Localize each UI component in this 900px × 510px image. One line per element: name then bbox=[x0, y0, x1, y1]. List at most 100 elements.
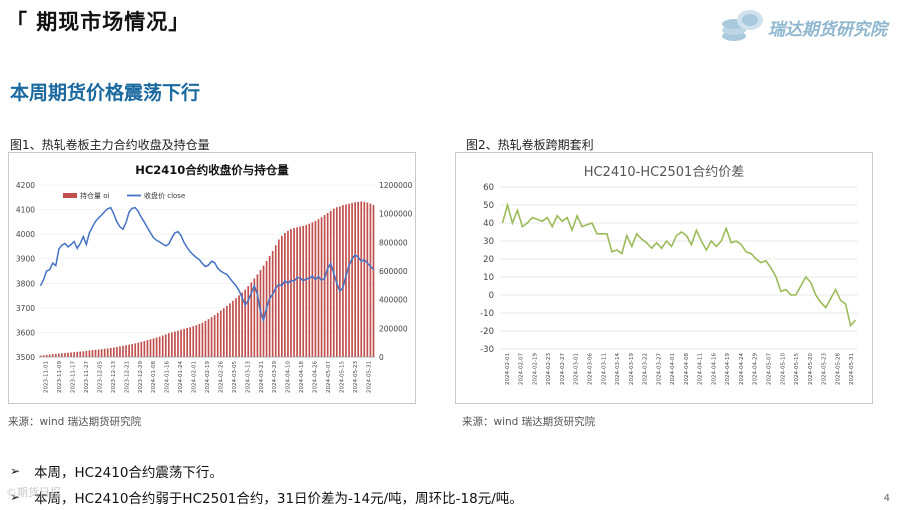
y-left-tick-label: 3800 bbox=[16, 279, 35, 288]
oi-bar bbox=[137, 342, 140, 357]
x-tick-label: 2024-04-01 bbox=[670, 353, 676, 385]
oi-bar bbox=[183, 328, 185, 357]
oi-bar bbox=[348, 203, 350, 357]
oi-bar bbox=[244, 289, 247, 357]
arrow-bullet-icon: ➢ bbox=[10, 490, 21, 504]
oi-bar bbox=[256, 274, 259, 357]
y-left-tick-label: 3700 bbox=[16, 304, 35, 313]
x-tick-label: 2023-11-09 bbox=[57, 361, 63, 393]
oi-bar bbox=[58, 353, 60, 357]
oi-bar bbox=[369, 203, 372, 357]
oi-bar bbox=[119, 346, 121, 357]
bullet-item: ➢ 本周，HC2410合约弱于HC2501合约，31日价差为-14元/吨，周环比… bbox=[10, 484, 523, 510]
arrow-bullet-icon: ➢ bbox=[10, 464, 21, 478]
chart-2: HC2410-HC2501合约价差 -30 -20 -10 0 10 20 30 40 50 60 2… bbox=[480, 165, 858, 385]
oi-bar bbox=[48, 354, 51, 357]
x-tick-label: 2024-04-10 bbox=[286, 361, 292, 393]
section-title: 本周期货价格震荡下行 bbox=[10, 82, 201, 104]
x-tick-label: 2024-05-07 bbox=[326, 361, 332, 393]
x-tick-label: 2024-01-24 bbox=[178, 361, 184, 393]
oi-bar bbox=[171, 332, 173, 357]
oi-bar bbox=[167, 333, 170, 357]
x-tick-label: 2024-04-11 bbox=[698, 353, 704, 385]
oi-bar bbox=[216, 312, 219, 357]
y-left-tick-label: 4100 bbox=[16, 206, 35, 215]
y-tick-label: 50 bbox=[483, 201, 494, 211]
x-tick-label: 2023-11-27 bbox=[84, 361, 90, 393]
x-tick-label: 2024-03-21 bbox=[259, 361, 265, 393]
oi-bar bbox=[287, 230, 289, 357]
x-tick-label: 2024-03-14 bbox=[615, 353, 621, 385]
spread-line bbox=[501, 201, 857, 328]
oi-bar bbox=[296, 227, 298, 357]
oi-bar bbox=[125, 345, 127, 357]
oi-bar bbox=[332, 208, 335, 357]
x-tick-label: 2024-04-19 bbox=[725, 353, 731, 385]
x-tick-label: 2024-04-08 bbox=[684, 353, 690, 385]
x-tick-label: 2024-05-23 bbox=[353, 361, 359, 393]
oi-bar bbox=[201, 322, 204, 357]
page-number: 4 bbox=[883, 493, 890, 504]
oi-bar bbox=[229, 303, 231, 357]
y-right-tick-label: 1000000 bbox=[379, 210, 413, 219]
oi-bar bbox=[186, 328, 188, 357]
y-tick-label: 20 bbox=[483, 255, 494, 265]
y-tick-label: 60 bbox=[483, 183, 494, 193]
oi-bar bbox=[79, 351, 82, 357]
y-right-tick-label: 1200000 bbox=[379, 181, 413, 190]
oi-bar bbox=[116, 346, 118, 357]
y-tick-label: -30 bbox=[480, 345, 494, 355]
figure-1-caption: 图1、热轧卷板主力合约收盘及持仓量 bbox=[10, 138, 210, 152]
oi-bar bbox=[91, 350, 94, 357]
y-right-tick-label: 600000 bbox=[379, 267, 408, 276]
oi-bar bbox=[204, 320, 207, 357]
y-right-tick-label: 200000 bbox=[379, 324, 408, 333]
x-tick-label: 2024-05-10 bbox=[780, 353, 786, 385]
x-tick-label: 2024-05-31 bbox=[849, 353, 855, 385]
x-tick-label: 2024-04-16 bbox=[711, 353, 717, 385]
x-tick-label: 2024-02-27 bbox=[560, 353, 566, 385]
oi-bar bbox=[210, 317, 213, 357]
legend-oi-swatch bbox=[63, 193, 77, 198]
oi-bar bbox=[122, 345, 124, 357]
y-right-tick-label: 400000 bbox=[379, 296, 408, 305]
figure-2-source: 来源：wind 瑞达期货研究院 bbox=[462, 416, 596, 428]
bullet-item: ➢ 本周，HC2410合约震荡下行。 bbox=[10, 458, 523, 484]
oi-bar bbox=[235, 298, 237, 357]
x-tick-label: 2024-05-28 bbox=[835, 353, 841, 385]
legend-oi-label: 持仓量 oi bbox=[80, 191, 110, 200]
oi-bar bbox=[311, 222, 314, 357]
y-right-tick-label: 0 bbox=[379, 353, 384, 362]
y-tick-label: 0 bbox=[489, 291, 494, 301]
figure-2-caption: 图2、热轧卷板跨期套利 bbox=[466, 138, 594, 152]
oi-bar bbox=[280, 235, 283, 357]
coin-stack-icon bbox=[722, 10, 763, 41]
oi-bar bbox=[51, 354, 54, 357]
oi-bar bbox=[293, 228, 295, 357]
legend-close-label: 收盘价 close bbox=[144, 191, 185, 200]
oi-bar bbox=[88, 350, 91, 357]
oi-bar bbox=[207, 319, 210, 357]
oi-bar bbox=[277, 239, 280, 357]
oi-bar bbox=[45, 354, 48, 357]
x-tick-label: 2024-04-26 bbox=[313, 361, 319, 393]
oi-bar bbox=[70, 352, 72, 357]
oi-bar bbox=[97, 349, 100, 357]
oi-bar bbox=[112, 347, 115, 357]
oi-bar bbox=[354, 202, 356, 357]
oi-bar bbox=[213, 315, 216, 357]
oi-bar bbox=[305, 224, 308, 357]
oi-bar bbox=[94, 349, 97, 357]
oi-bar bbox=[134, 343, 137, 357]
bullet-text: 本周，HC2410合约弱于HC2501合约，31日价差为-14元/吨，周环比-1… bbox=[34, 491, 523, 507]
x-tick-label: 2024-03-01 bbox=[574, 353, 580, 385]
oi-bar bbox=[299, 226, 302, 357]
x-tick-label: 2024-01-08 bbox=[151, 361, 157, 393]
x-tick-label: 2024-03-13 bbox=[245, 361, 251, 393]
oi-bar bbox=[76, 351, 79, 357]
oi-bar bbox=[67, 352, 69, 357]
bullet-list: ➢ 本周，HC2410合约震荡下行。 ➢ 本周，HC2410合约弱于HC2501… bbox=[10, 458, 523, 510]
oi-bar bbox=[314, 220, 317, 357]
oi-bar bbox=[345, 204, 347, 357]
oi-bar bbox=[100, 349, 103, 357]
